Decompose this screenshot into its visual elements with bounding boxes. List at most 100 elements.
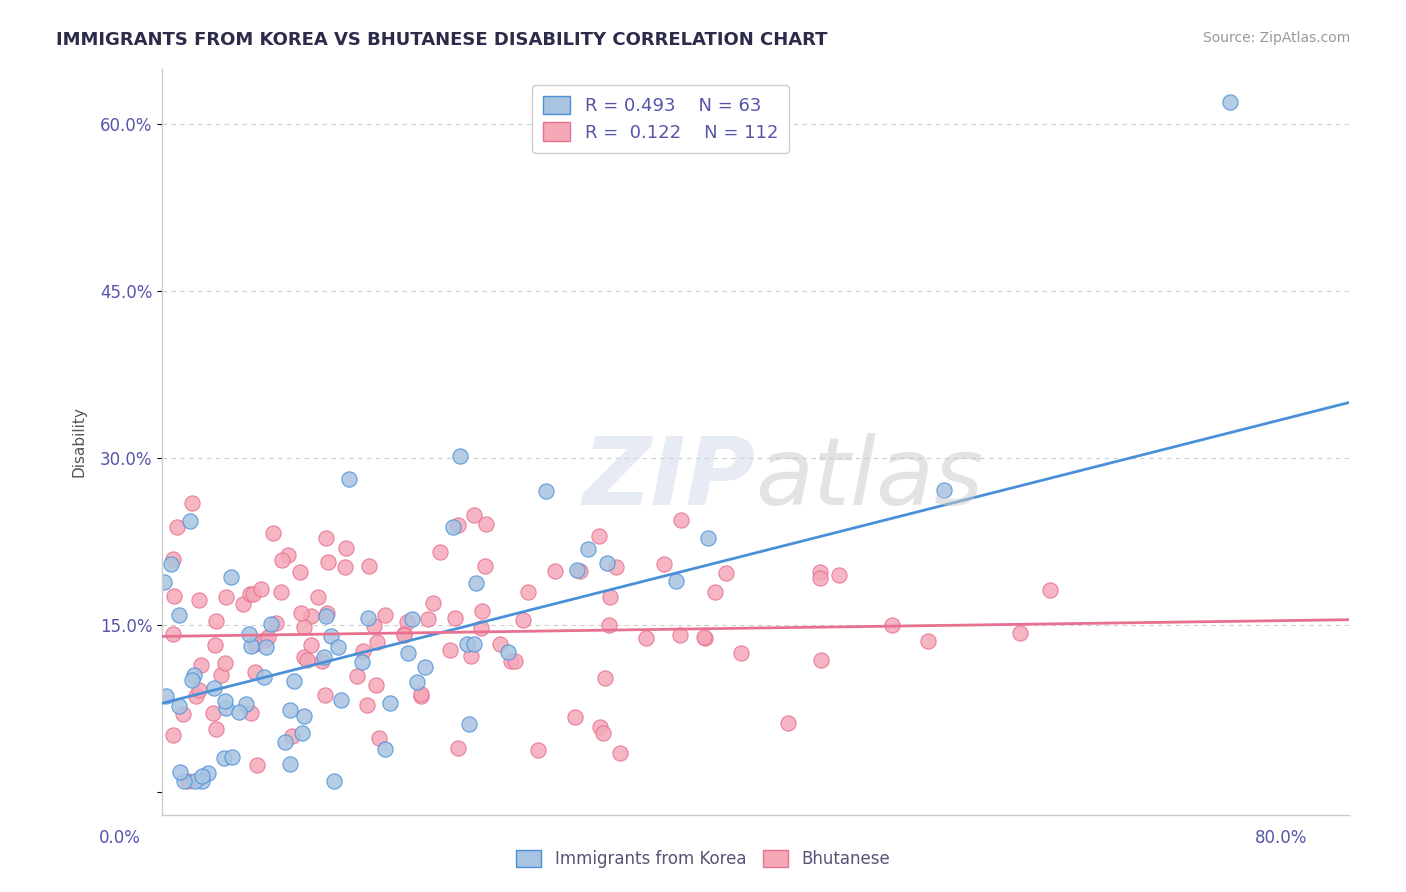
Text: 0.0%: 0.0%: [98, 829, 141, 847]
Point: [177, 774, 200, 789]
Point: [330, 693, 353, 707]
Point: [395, 615, 418, 630]
Point: [183, 667, 205, 681]
Point: [166, 520, 188, 534]
Text: Source: ZipAtlas.com: Source: ZipAtlas.com: [1202, 31, 1350, 45]
Point: [162, 728, 184, 742]
Point: [378, 696, 401, 710]
Point: [422, 596, 444, 610]
Point: [290, 606, 312, 620]
Point: [319, 629, 342, 643]
Point: [346, 669, 368, 683]
Point: [527, 742, 550, 756]
Point: [191, 769, 214, 783]
Point: [322, 774, 344, 789]
Point: [221, 749, 243, 764]
Point: [471, 604, 494, 618]
Point: [256, 630, 278, 644]
Point: [409, 687, 432, 701]
Point: [201, 706, 224, 720]
Point: [605, 560, 627, 574]
Point: [634, 631, 657, 645]
Point: [401, 612, 423, 626]
Point: [810, 653, 832, 667]
Point: [776, 716, 799, 731]
Point: [439, 643, 461, 657]
Point: [239, 587, 262, 601]
Point: [576, 541, 599, 556]
Point: [188, 682, 211, 697]
Point: [810, 566, 832, 580]
Point: [162, 627, 184, 641]
Point: [599, 590, 621, 604]
Point: [669, 513, 692, 527]
Point: [665, 574, 688, 589]
Point: [353, 644, 375, 658]
Point: [190, 774, 212, 789]
Point: [202, 681, 225, 695]
Point: [413, 660, 436, 674]
Point: [169, 764, 191, 779]
Point: [357, 558, 380, 573]
Point: [172, 706, 194, 721]
Point: [184, 689, 207, 703]
Point: [326, 640, 349, 655]
Point: [567, 563, 589, 577]
Point: [593, 671, 616, 685]
Point: [311, 655, 333, 669]
Point: [447, 741, 470, 756]
Point: [609, 746, 631, 760]
Point: [544, 564, 567, 578]
Point: [730, 646, 752, 660]
Point: [350, 655, 373, 669]
Point: [396, 647, 419, 661]
Text: IMMIGRANTS FROM KOREA VS BHUTANESE DISABILITY CORRELATION CHART: IMMIGRANTS FROM KOREA VS BHUTANESE DISAB…: [56, 31, 828, 49]
Point: [501, 654, 523, 668]
Point: [1010, 625, 1032, 640]
Point: [443, 611, 465, 625]
Point: [357, 611, 380, 625]
Point: [356, 698, 378, 712]
Point: [589, 720, 612, 734]
Point: [162, 551, 184, 566]
Point: [368, 731, 391, 745]
Point: [253, 670, 276, 684]
Point: [335, 541, 357, 555]
Point: [153, 574, 176, 589]
Point: [173, 774, 195, 789]
Point: [366, 635, 388, 649]
Point: [162, 589, 184, 603]
Point: [274, 735, 297, 749]
Point: [288, 566, 311, 580]
Point: [569, 564, 592, 578]
Point: [253, 632, 276, 647]
Point: [512, 613, 534, 627]
Point: [411, 690, 433, 704]
Point: [212, 751, 235, 765]
Point: [254, 640, 277, 654]
Point: [243, 665, 266, 679]
Point: [246, 757, 269, 772]
Point: [314, 688, 336, 702]
Point: [697, 531, 720, 545]
Text: atlas: atlas: [755, 434, 984, 524]
Point: [228, 705, 250, 719]
Point: [374, 607, 396, 622]
Point: [392, 626, 415, 640]
Point: [315, 607, 337, 621]
Point: [596, 556, 619, 570]
Point: [292, 709, 315, 723]
Point: [337, 472, 360, 486]
Point: [470, 621, 492, 635]
Point: [180, 673, 202, 687]
Point: [588, 529, 610, 543]
Point: [465, 576, 488, 591]
Point: [215, 591, 238, 605]
Point: [232, 597, 254, 611]
Point: [205, 614, 228, 628]
Point: [488, 637, 510, 651]
Point: [503, 654, 526, 668]
Point: [264, 615, 287, 630]
Point: [932, 483, 955, 497]
Point: [669, 627, 692, 641]
